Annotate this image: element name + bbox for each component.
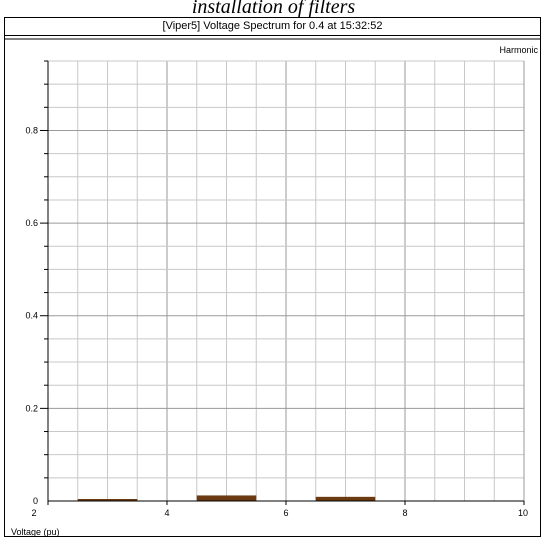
x-tick-label: 6: [283, 508, 288, 518]
spectrum-window: [Viper5] Voltage Spectrum for 0.4 at 15:…: [4, 17, 541, 537]
y-tick-label: 0: [33, 496, 38, 506]
y-tick-label: 0.2: [25, 403, 38, 413]
window-title: [Viper5] Voltage Spectrum for 0.4 at 15:…: [5, 18, 540, 36]
axis-layer: 0 0.2 0.4 0.6 0.8 2 4 6 8 10: [25, 60, 528, 518]
x-tick-label: 4: [164, 508, 169, 518]
x-tick-label: 10: [518, 508, 528, 518]
y-tick-label: 0.8: [25, 125, 38, 135]
y-tick-label: 0.6: [25, 218, 38, 228]
x-tick-label: 2: [31, 508, 36, 518]
grid-layer: [48, 60, 525, 501]
x-tick-label: 8: [402, 508, 407, 518]
spectrum-bar-2: [196, 495, 257, 501]
x-axis-label: Voltage (pu): [11, 527, 60, 537]
figure-caption: installation of filters: [191, 0, 356, 18]
bar-layer: [77, 495, 376, 501]
series-label: Harmonic: [499, 45, 538, 55]
y-tick-label: 0.4: [25, 311, 38, 321]
spectrum-bar-1: [77, 499, 138, 501]
spectrum-bar-3: [315, 496, 376, 501]
